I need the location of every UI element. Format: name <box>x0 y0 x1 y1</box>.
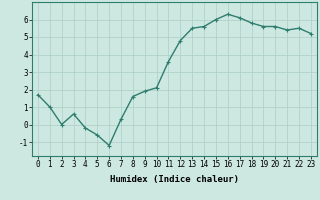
X-axis label: Humidex (Indice chaleur): Humidex (Indice chaleur) <box>110 175 239 184</box>
